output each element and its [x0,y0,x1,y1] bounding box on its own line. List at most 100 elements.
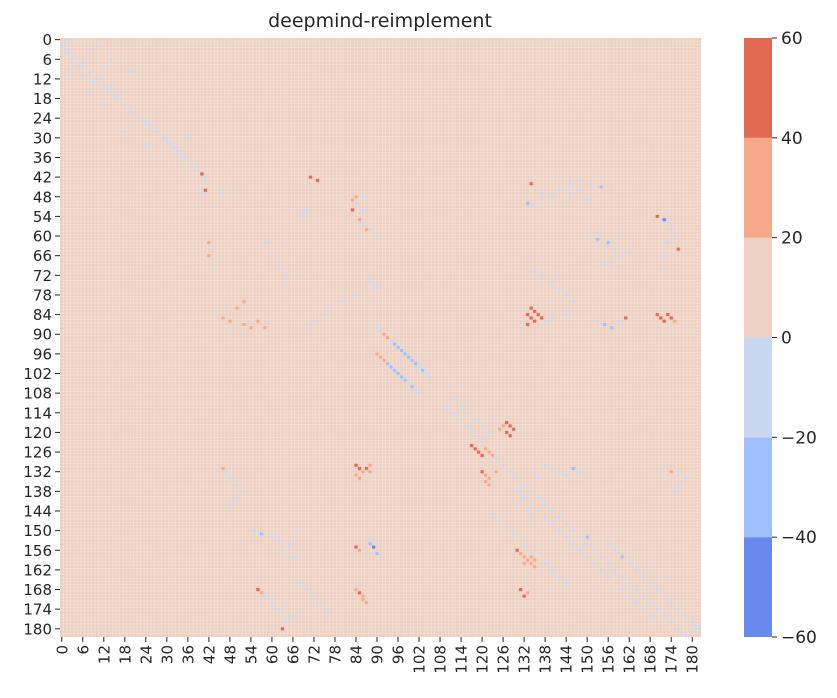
heatmap-cell [683,614,688,618]
heatmap-cell [354,545,358,549]
y-tick-label: 168 [23,581,52,599]
heatmap-cell [392,368,397,373]
heatmap-cell [578,470,583,474]
heatmap-cell [375,234,379,238]
y-tick-label: 60 [33,228,52,246]
heatmap-cell [676,607,681,612]
heatmap-cell [263,594,267,598]
heatmap-cell [315,178,320,183]
y-tick-label: 90 [33,326,52,344]
heatmap-cell [364,466,369,471]
y-tick-label: 0 [42,31,52,49]
heatmap-cell [459,404,464,409]
heatmap-cell [378,329,383,333]
heatmap-cell [263,240,267,245]
heatmap-cell [186,136,190,140]
heatmap-cell [655,214,660,219]
heatmap-cell [280,548,285,553]
heatmap-cell [592,548,597,553]
y-tick-label: 66 [33,247,52,265]
heatmap-cell [585,542,590,546]
heatmap-cell [277,538,281,543]
heatmap-cell [578,178,583,183]
x-tick-label: 108 [432,645,450,674]
x-tick-label: 54 [242,645,260,664]
heatmap-cell [564,473,569,477]
heatmap-cell [564,312,569,317]
heatmap-cell [287,542,292,546]
heatmap-cell [550,466,555,471]
heatmap-cell [417,391,421,395]
heatmap-cell [529,306,534,310]
x-tick-label: 102 [411,645,429,674]
heatmap-cell [277,607,281,612]
heatmap-cell [427,375,432,379]
heatmap-cell [109,57,113,62]
heatmap-cell [525,322,530,327]
heatmap-cell [354,195,358,199]
heatmap-cell [536,476,541,481]
heatmap-cell [606,561,611,566]
heatmap-cell [532,319,537,323]
heatmap-cell [298,581,302,585]
heatmap-cell [277,267,281,271]
heatmap-cell [403,378,407,382]
heatmap-cell [361,470,365,474]
heatmap-cell [487,430,492,435]
colorbar-tick-label: −60 [781,628,817,648]
heatmap-cell [599,185,604,189]
heatmap-cell [529,515,534,520]
heatmap-cell [382,358,386,363]
y-tick-label: 108 [23,385,52,403]
x-tick-label: 174 [663,645,681,674]
heatmap-cell [536,496,541,500]
heatmap-cell [476,450,481,454]
heatmap-cell [270,254,274,258]
heatmap-cell [221,466,225,471]
heatmap-cell [357,591,362,595]
heatmap-cell [529,182,534,186]
heatmap-cell [627,250,632,255]
heatmap-cell [627,581,632,585]
heatmap-cell [525,201,530,206]
heatmap-cell [567,182,572,186]
heatmap-cell [102,83,106,88]
x-tick-label: 18 [116,645,134,664]
heatmap-cell [452,398,457,402]
heatmap-cell [578,535,583,539]
heatmap-cell [385,362,390,366]
heatmap-cell [697,627,702,631]
y-tick-label: 42 [33,169,52,187]
x-tick-label: 84 [347,645,365,664]
heatmap-cell [522,496,527,500]
heatmap-cell [389,365,393,369]
heatmap-area [60,38,702,638]
heatmap-cell [284,620,288,625]
heatmap-cell [525,558,530,562]
heatmap-cell [662,614,667,618]
heatmap-cell [543,561,548,566]
heatmap-cell [368,463,372,467]
heatmap-cell [690,620,695,625]
heatmap-cell [378,355,383,359]
heatmap-cell [67,67,71,71]
heatmap-cell [123,103,127,107]
y-tick-label: 162 [23,561,52,579]
heatmap-cell [291,614,295,618]
heatmap-cell [161,136,166,140]
heatmap-cell [102,103,106,107]
y-tick-label: 30 [33,129,52,147]
heatmap-cell [312,594,316,598]
heatmap-cell [392,342,397,346]
heatmap-cell [669,316,674,320]
heatmap-cell [410,358,414,363]
heatmap-cell [662,218,667,222]
heatmap-cell [550,316,555,320]
heatmap-cell [109,87,113,91]
heatmap-cell [557,470,562,474]
heatmap-cell [182,155,187,160]
heatmap-cell [672,234,677,238]
heatmap-cell [452,411,457,415]
